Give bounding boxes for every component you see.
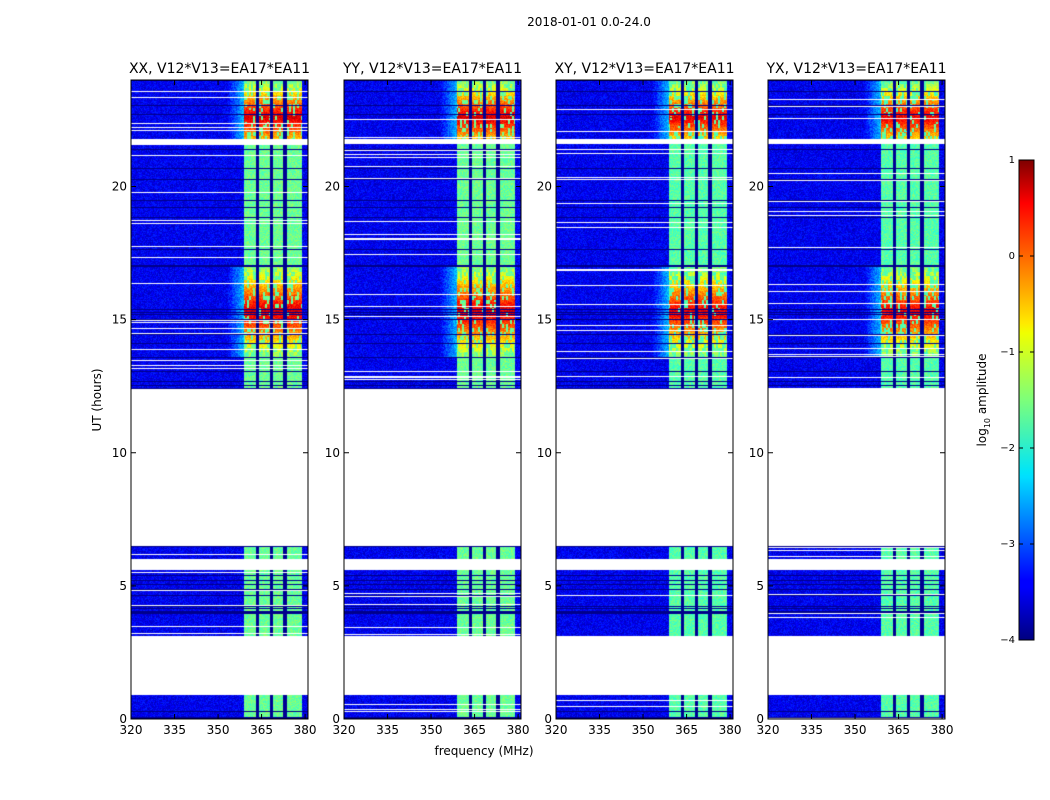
x-tick-label: 365 [463, 723, 486, 737]
colorbar-tick-label: 1 [1009, 155, 1015, 166]
y-tick-label: 0 [332, 712, 340, 726]
x-tick-label: 350 [420, 723, 443, 737]
y-tick-label: 20 [749, 180, 764, 194]
heatmap-canvas [768, 80, 945, 719]
panel-title: YX, V12*V13=EA17*EA11 [765, 61, 946, 77]
panels: XX, V12*V13=EA17*EA11 320 335 350 365 380 0 5 10… [112, 61, 954, 737]
x-tick-label: 365 [675, 723, 698, 737]
panel-frame [130, 79, 309, 720]
x-tick-label: 365 [250, 723, 273, 737]
colorbar-label-base: 10 [983, 418, 992, 428]
y-tick-label: 5 [756, 579, 764, 593]
panel-title: XX, V12*V13=EA17*EA11 [129, 61, 310, 77]
figure-suptitle: 2018-01-01 0.0-24.0 [527, 15, 651, 29]
y-axis-label: UT (hours) [90, 368, 104, 431]
x-tick-label: 335 [376, 723, 399, 737]
colorbar-tick-label: −2 [1000, 443, 1015, 454]
panel-1: XX, V12*V13=EA17*EA11 320 335 350 365 380 0 5 10… [112, 61, 317, 737]
x-tick-label: 320 [757, 723, 780, 737]
panel-2: YY, V12*V13=EA17*EA11 320 335 350 365 380 0 5 10… [325, 61, 530, 737]
y-tick-label: 5 [119, 579, 127, 593]
x-tick-label: 380 [507, 723, 530, 737]
x-tick-label: 350 [844, 723, 867, 737]
colorbar: −4 −3 −2 −1 0 1 log10 amplitude [975, 155, 1035, 646]
colorbar-tick-label: −1 [1000, 347, 1015, 358]
y-tick-label: 20 [537, 180, 552, 194]
colorbar-gradient [1018, 159, 1035, 641]
x-tick-label: 350 [207, 723, 230, 737]
x-tick-label: 335 [800, 723, 823, 737]
x-tick-label: 320 [120, 723, 143, 737]
y-tick-label: 5 [332, 579, 340, 593]
y-tick-label: 15 [325, 313, 340, 327]
heatmap-canvas [344, 80, 521, 719]
heatmap-canvas [131, 80, 308, 719]
y-tick-label: 15 [537, 313, 552, 327]
panel-heatmap [344, 80, 521, 719]
y-tick-label: 20 [325, 180, 340, 194]
panel-3: XY, V12*V13=EA17*EA11 320 335 350 365 380 0 5 10… [537, 61, 742, 737]
x-tick-label: 335 [163, 723, 186, 737]
colorbar-label-log: log [975, 428, 989, 446]
panel-title: YY, V12*V13=EA17*EA11 [342, 61, 522, 77]
panel-frame [343, 79, 522, 720]
y-tick-label: 15 [112, 313, 127, 327]
y-tick-label: 15 [749, 313, 764, 327]
panel-heatmap [131, 80, 308, 719]
x-tick-label: 365 [887, 723, 910, 737]
panel-frame [555, 79, 734, 720]
x-tick-label: 320 [545, 723, 568, 737]
x-tick-label: 350 [632, 723, 655, 737]
colorbar-ticks: −4 −3 −2 −1 0 1 [1000, 155, 1034, 646]
y-tick-label: 0 [756, 712, 764, 726]
panel-title: XY, V12*V13=EA17*EA11 [554, 61, 734, 77]
colorbar-label-amplitude: amplitude [975, 354, 989, 418]
y-tick-label: 10 [537, 446, 552, 460]
y-tick-label: 10 [112, 446, 127, 460]
x-tick-label: 380 [294, 723, 317, 737]
x-tick-label: 320 [333, 723, 356, 737]
x-axis-label: frequency (MHz) [434, 744, 533, 758]
colorbar-tick-label: −3 [1000, 539, 1015, 550]
panel-heatmap [768, 80, 945, 719]
colorbar-label: log10 amplitude [975, 354, 992, 447]
x-tick-label: 380 [719, 723, 742, 737]
y-tick-label: 5 [544, 579, 552, 593]
heatmap-canvas [556, 80, 733, 719]
y-tick-label: 10 [325, 446, 340, 460]
y-tick-label: 0 [119, 712, 127, 726]
colorbar-tick-label: −4 [1000, 635, 1015, 646]
y-tick-label: 10 [749, 446, 764, 460]
panel-heatmap [556, 80, 733, 719]
y-tick-label: 20 [112, 180, 127, 194]
y-tick-label: 0 [544, 712, 552, 726]
panel-frame [767, 79, 946, 720]
panel-4: YX, V12*V13=EA17*EA11 320 335 350 365 380 0 5 10… [749, 61, 954, 737]
x-tick-label: 335 [588, 723, 611, 737]
colorbar-tick-label: 0 [1009, 251, 1015, 262]
x-tick-label: 380 [931, 723, 954, 737]
